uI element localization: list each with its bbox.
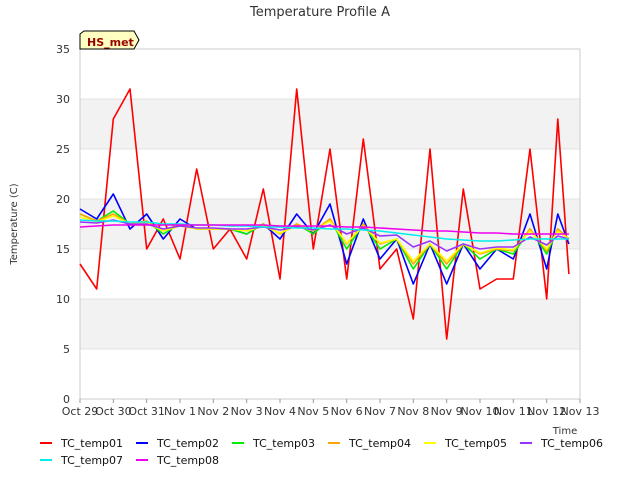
x-tick-label: Oct 30 [95, 405, 132, 418]
y-tick-label: 15 [56, 243, 70, 256]
x-tick-label: Nov 3 [231, 405, 263, 418]
x-tick-label: Nov 9 [431, 405, 463, 418]
grid-band [80, 299, 580, 349]
series-line-tc-temp07 [79, 219, 569, 242]
series-line-tc-temp05 [79, 215, 570, 262]
hs-met-label: HS_met [87, 36, 134, 49]
legend-label: TC_temp06 [540, 437, 603, 450]
legend-label: TC_temp04 [348, 437, 411, 450]
series-lines [79, 88, 570, 340]
legend-item: TC_temp04 [328, 437, 411, 450]
plot-area-border [79, 48, 581, 400]
x-tick-label: Nov 6 [331, 405, 363, 418]
legend-item: TC_temp01 [40, 437, 123, 450]
y-tick-label: 10 [56, 293, 70, 306]
legend-label: TC_temp08 [156, 454, 219, 467]
x-tick-label: Nov 11 [494, 405, 533, 418]
hs-met-annotation: HS_met [79, 30, 140, 50]
x-tick-label: Nov 8 [397, 405, 429, 418]
y-axis-title: Temperature (C) [9, 183, 20, 265]
y-tick-label: 20 [56, 193, 70, 206]
series-line-tc-temp08 [79, 224, 569, 235]
x-tick-label: Nov 2 [197, 405, 229, 418]
legend-item: TC_temp07 [40, 454, 123, 467]
y-tick-label: 35 [56, 43, 70, 56]
legend-label: TC_temp03 [252, 437, 315, 450]
legend-label: TC_temp05 [444, 437, 507, 450]
legend-label: TC_temp01 [60, 437, 123, 450]
legend-item: TC_temp06 [520, 437, 603, 450]
legend: TC_temp01 TC_temp02 TC_temp03 TC_temp04 TC_t… [40, 437, 603, 467]
legend-label: TC_temp07 [60, 454, 123, 467]
y-tick-label: 30 [56, 93, 70, 106]
series-line-tc-temp06 [79, 219, 570, 252]
y-tick-label: 25 [56, 143, 70, 156]
x-tick-label: Nov 4 [264, 405, 296, 418]
x-tick-label: Nov 10 [461, 405, 500, 418]
x-tick-label: Nov 12 [527, 405, 566, 418]
x-axis-title: Time [552, 426, 577, 437]
x-tick-label: Nov 13 [561, 405, 600, 418]
x-tick-label: Nov 7 [364, 405, 396, 418]
y-tick-label: 5 [63, 343, 70, 356]
y-axis-ticks: 0 5 10 15 20 25 30 35 [56, 43, 70, 406]
chart-title: Temperature Profile A [249, 5, 390, 20]
legend-item: TC_temp02 [136, 437, 219, 450]
legend-item: TC_temp05 [424, 437, 507, 450]
legend-item: TC_temp08 [136, 454, 219, 467]
x-tick-label: Oct 29 [62, 405, 99, 418]
hs-met-tag-shape [79, 30, 140, 50]
grid-band [80, 99, 580, 149]
x-tick-label: Nov 1 [164, 405, 196, 418]
legend-item: TC_temp03 [232, 437, 315, 450]
grid-bands [80, 48, 580, 400]
series-line-tc-temp01 [79, 88, 570, 340]
x-tick-label: Nov 5 [297, 405, 329, 418]
y-tick-label: 0 [63, 393, 70, 406]
x-tick-label: Oct 31 [128, 405, 165, 418]
legend-label: TC_temp02 [156, 437, 219, 450]
